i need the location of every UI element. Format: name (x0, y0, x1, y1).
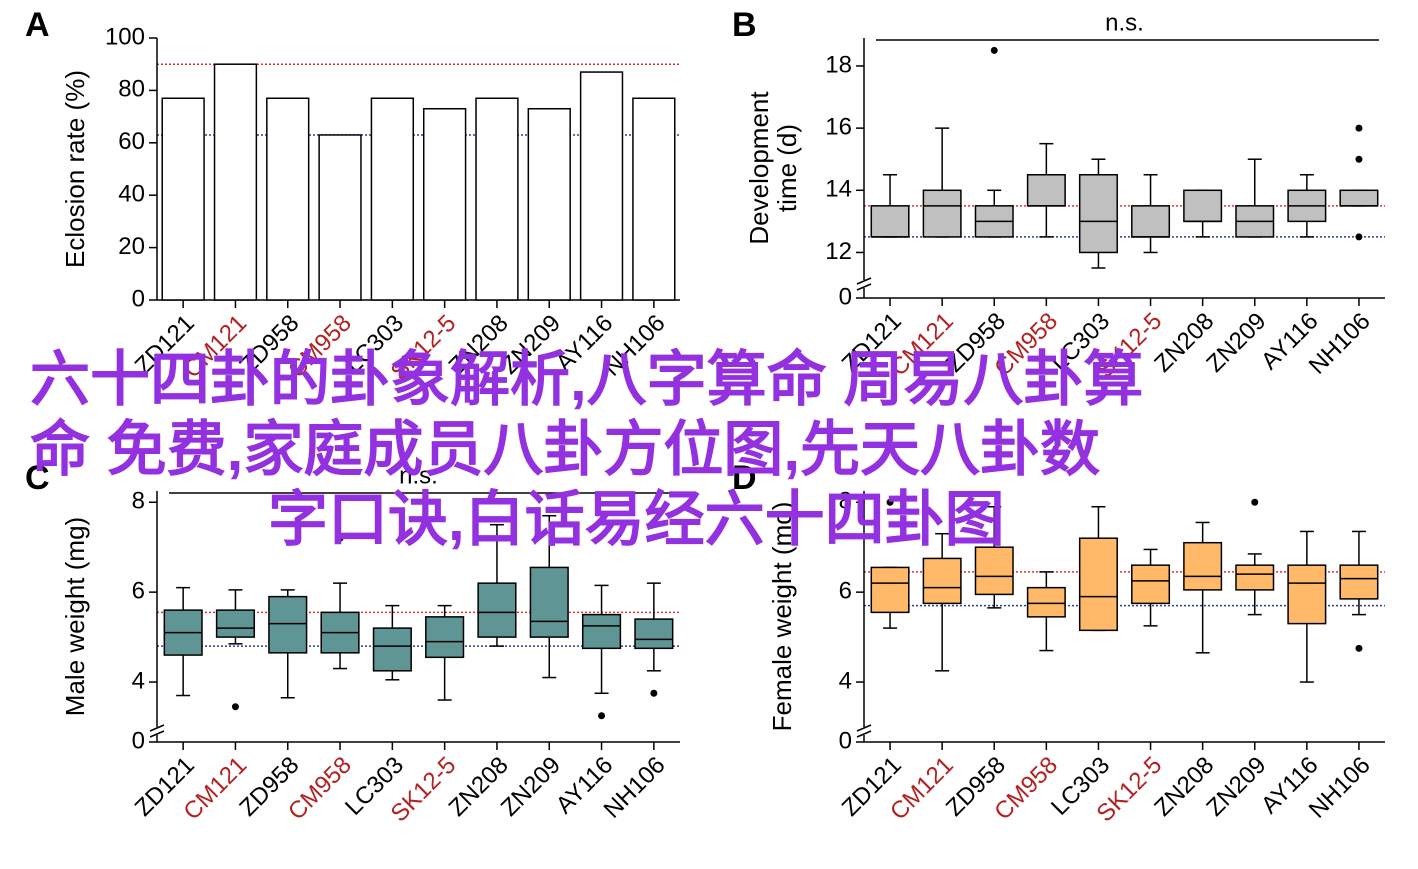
y-tick-label: 16 (825, 113, 852, 140)
box (425, 616, 465, 659)
y-tick-label: 6 (839, 577, 852, 604)
box (1078, 537, 1118, 632)
y-tick-label: 12 (825, 238, 852, 265)
box (1078, 174, 1118, 254)
box (974, 546, 1014, 596)
bar (579, 71, 624, 301)
bar (213, 63, 258, 301)
x-tick-label: ZN209 (1201, 752, 1271, 822)
axis-break-gap (858, 727, 870, 735)
box (1026, 174, 1066, 207)
outlier (1251, 498, 1259, 506)
y-axis-label: Female weight (mg) (767, 502, 797, 732)
axis-break (149, 730, 165, 738)
outlier (1355, 124, 1363, 132)
y-tick-label: 0 (839, 283, 852, 310)
box (268, 595, 308, 654)
bar (527, 107, 571, 301)
y-tick-label: 4 (839, 667, 852, 694)
panel-label: A (25, 6, 50, 44)
box (372, 627, 412, 672)
box (215, 609, 256, 638)
watermark-line: 六十四卦的卦象解析,八字算命 周易八卦算 (30, 346, 1143, 413)
axis-break (856, 724, 872, 732)
x-tick-label: ZN209 (1201, 308, 1271, 378)
y-tick-label: 4 (132, 667, 145, 694)
y-tick-label: 0 (132, 285, 145, 312)
axis-break (856, 277, 872, 285)
y-tick-label: 0 (839, 727, 852, 754)
y-tick-label: 60 (118, 128, 145, 155)
box (1235, 564, 1275, 591)
box (922, 557, 962, 605)
box (581, 613, 622, 650)
significance-label: n.s. (399, 462, 438, 489)
bar (632, 97, 676, 301)
box (922, 189, 962, 238)
outlier (231, 703, 239, 711)
box (1183, 541, 1223, 591)
bar (318, 134, 362, 301)
y-tick-label: 18 (825, 51, 852, 78)
y-tick-label: 8 (132, 488, 145, 515)
bar (422, 107, 467, 301)
watermark-line: 命 免费,家庭成员八卦方位图,先天八卦数 (30, 416, 1100, 483)
bar (370, 97, 415, 301)
y-tick-label: 0 (132, 727, 145, 754)
box (1131, 205, 1171, 238)
panel-label: D (732, 459, 757, 497)
y-axis-label: Male weight (mg) (60, 517, 90, 716)
axis-break (856, 730, 872, 738)
box (1026, 586, 1066, 618)
significance-label: n.s. (1105, 9, 1144, 36)
y-tick-label: 80 (118, 76, 145, 103)
outlier (1355, 155, 1363, 163)
box (529, 566, 569, 638)
axis-break-gap (151, 727, 163, 735)
y-tick-label: 20 (118, 233, 145, 260)
outlier (1355, 644, 1363, 652)
y-tick-label: 100 (105, 23, 145, 50)
y-tick-label: 6 (132, 577, 145, 604)
panel-label: B (732, 6, 757, 44)
watermark-line: 字口诀,白话易经六十四卦图 (268, 486, 1005, 553)
axis-break (856, 283, 872, 291)
box (870, 566, 910, 614)
outlier (336, 534, 344, 542)
y-tick-label: 14 (825, 176, 852, 203)
outlier (886, 498, 894, 506)
y-axis-label: time (d) (772, 124, 802, 212)
bar (161, 97, 205, 301)
x-tick-label: ZN209 (496, 752, 566, 822)
axis-break-gap (858, 280, 870, 288)
outlier (990, 46, 998, 54)
y-axis-label: Eclosion rate (%) (60, 70, 90, 268)
bar (266, 97, 310, 301)
box (634, 618, 674, 650)
y-tick-label: 40 (118, 181, 145, 208)
axis-break (149, 724, 165, 732)
panel-label: C (25, 459, 50, 497)
box (870, 205, 910, 238)
y-tick-label: 8 (839, 488, 852, 515)
outlier (598, 712, 606, 720)
y-axis-label: Development (744, 91, 774, 245)
box (1183, 189, 1223, 223)
box (1131, 564, 1171, 605)
outlier (1355, 233, 1363, 241)
box (477, 582, 517, 638)
box (1287, 564, 1327, 625)
bar (475, 97, 519, 301)
box (1339, 189, 1379, 207)
box (1339, 564, 1379, 600)
outlier (650, 689, 658, 697)
